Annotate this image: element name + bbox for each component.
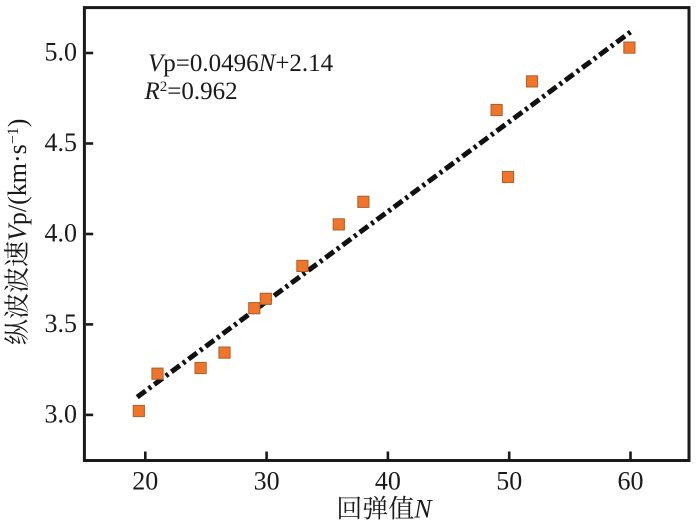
svg-text:R2=0.962: R2=0.962 [144,78,238,105]
svg-text:N: N [413,495,433,524]
svg-text:Vp/(km·s−1): Vp/(km·s−1) [3,119,32,241]
svg-text:5.0: 5.0 [45,38,78,67]
svg-text:20: 20 [132,467,158,496]
svg-text:50: 50 [496,467,522,496]
svg-text:3.0: 3.0 [45,399,78,428]
svg-text:4.0: 4.0 [45,219,78,248]
svg-text:3.5: 3.5 [45,309,78,338]
svg-text:Vp=0.0496N+2.14: Vp=0.0496N+2.14 [148,50,334,77]
svg-text:4.5: 4.5 [45,128,78,157]
svg-text:40: 40 [375,467,401,496]
svg-text:60: 60 [618,467,644,496]
svg-text:30: 30 [254,467,280,496]
